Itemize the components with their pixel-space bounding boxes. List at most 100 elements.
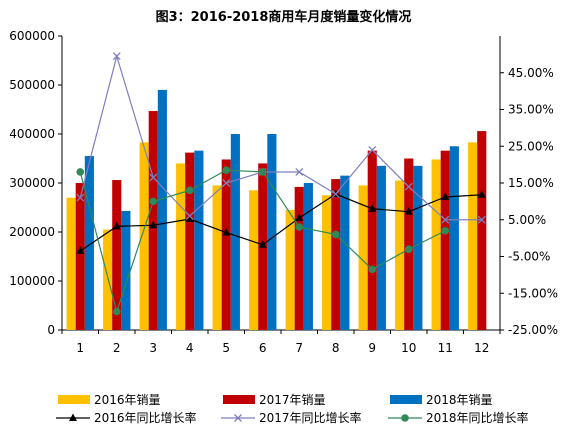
data-point-triangle	[69, 413, 77, 421]
x-tick-label: 6	[259, 341, 267, 355]
data-point-triangle	[258, 240, 267, 248]
data-point-circle	[112, 307, 121, 316]
data-point-x	[222, 179, 231, 187]
x-tick-label: 3	[149, 341, 157, 355]
data-point-x	[441, 215, 450, 224]
y-right-tick-label: 15.00%	[508, 176, 554, 190]
bar	[267, 134, 277, 330]
bar	[404, 158, 414, 330]
legend-label: 2016年销量	[94, 393, 161, 407]
data-point-circle	[185, 186, 194, 195]
data-point-circle	[222, 166, 231, 174]
bar	[376, 165, 386, 330]
bar	[431, 159, 441, 330]
bar	[303, 183, 313, 330]
y-right-tick-label: -5.00%	[508, 250, 550, 264]
bar	[230, 134, 240, 330]
data-point-x	[76, 193, 85, 202]
data-point-x	[477, 215, 486, 224]
data-point-triangle	[295, 213, 304, 221]
data-point-circle	[441, 226, 450, 235]
data-point-circle	[368, 265, 377, 274]
data-point-triangle	[149, 220, 158, 229]
bar	[477, 131, 487, 330]
data-point-triangle	[222, 228, 231, 236]
bar	[212, 185, 222, 330]
x-tick-label: 5	[222, 341, 230, 355]
y-right-tick-label: 25.00%	[508, 139, 554, 153]
y-left-tick-label: 100000	[9, 274, 55, 288]
data-point-circle	[404, 245, 413, 253]
x-tick-label: 2	[113, 341, 121, 355]
data-point-x	[404, 182, 413, 191]
y-left-tick-label: 0	[47, 323, 55, 337]
bar	[340, 175, 350, 330]
bar	[249, 190, 259, 330]
y-right-tick-label: 35.00%	[508, 103, 554, 117]
legend-label: 2016年同比增长率	[94, 410, 197, 425]
data-point-circle	[258, 168, 267, 176]
data-point-triangle	[404, 207, 413, 215]
y-right-tick-label: 5.00%	[508, 213, 546, 227]
y-left-tick-label: 200000	[9, 225, 55, 239]
data-point-circle	[401, 414, 409, 422]
data-point-x	[112, 52, 121, 61]
bar	[367, 150, 377, 330]
x-tick-label: 12	[474, 341, 489, 355]
bar	[176, 163, 186, 330]
bar	[468, 142, 478, 330]
bar	[221, 159, 231, 330]
bar	[112, 180, 122, 330]
chart-title: 图3：2016-2018商用车月度销量变化情况	[155, 10, 412, 25]
legend-label: 2017年同比增长率	[259, 410, 362, 425]
x-tick-label: 7	[295, 341, 303, 355]
legend-label: 2018年同比增长率	[426, 410, 529, 425]
data-point-x	[149, 173, 158, 182]
series-line	[79, 193, 482, 252]
x-tick-label: 4	[186, 341, 194, 355]
data-point-circle	[76, 168, 85, 176]
y-left-tick-label: 600000	[9, 29, 55, 43]
data-point-triangle	[368, 204, 377, 212]
bar	[285, 209, 295, 330]
bar	[322, 195, 332, 330]
legend-swatch	[58, 395, 90, 404]
bar	[413, 165, 423, 330]
legend-label: 2018年销量	[426, 393, 493, 407]
data-point-x	[234, 414, 242, 422]
bar	[395, 180, 405, 330]
data-point-circle	[295, 223, 304, 231]
data-point-triangle	[441, 192, 450, 200]
data-point-x	[368, 145, 377, 154]
y-right-tick-label: -15.00%	[508, 286, 558, 300]
bar	[84, 156, 94, 330]
y-left-tick-label: 400000	[9, 127, 55, 141]
data-point-triangle	[477, 190, 486, 198]
legend-swatch	[390, 395, 422, 404]
x-tick-label: 10	[401, 341, 416, 355]
legend-swatch	[223, 395, 255, 404]
data-point-circle	[149, 197, 158, 206]
bar	[331, 179, 341, 330]
bar	[157, 89, 167, 331]
data-point-triangle	[76, 246, 85, 254]
bar	[66, 197, 76, 330]
bar	[440, 150, 450, 330]
x-tick-label: 8	[332, 341, 340, 355]
x-tick-label: 9	[368, 341, 376, 355]
bar	[294, 186, 304, 330]
data-point-circle	[331, 230, 340, 239]
bar	[121, 210, 131, 330]
y-right-tick-label: -25.00%	[508, 323, 558, 337]
series-line	[79, 53, 482, 221]
y-right-tick-label: 45.00%	[508, 66, 554, 80]
bar	[358, 185, 368, 330]
data-point-triangle	[185, 214, 194, 223]
bar	[75, 183, 85, 330]
bar	[148, 110, 158, 330]
bar	[185, 152, 195, 330]
data-point-x	[331, 190, 340, 198]
x-tick-label: 1	[76, 341, 84, 355]
